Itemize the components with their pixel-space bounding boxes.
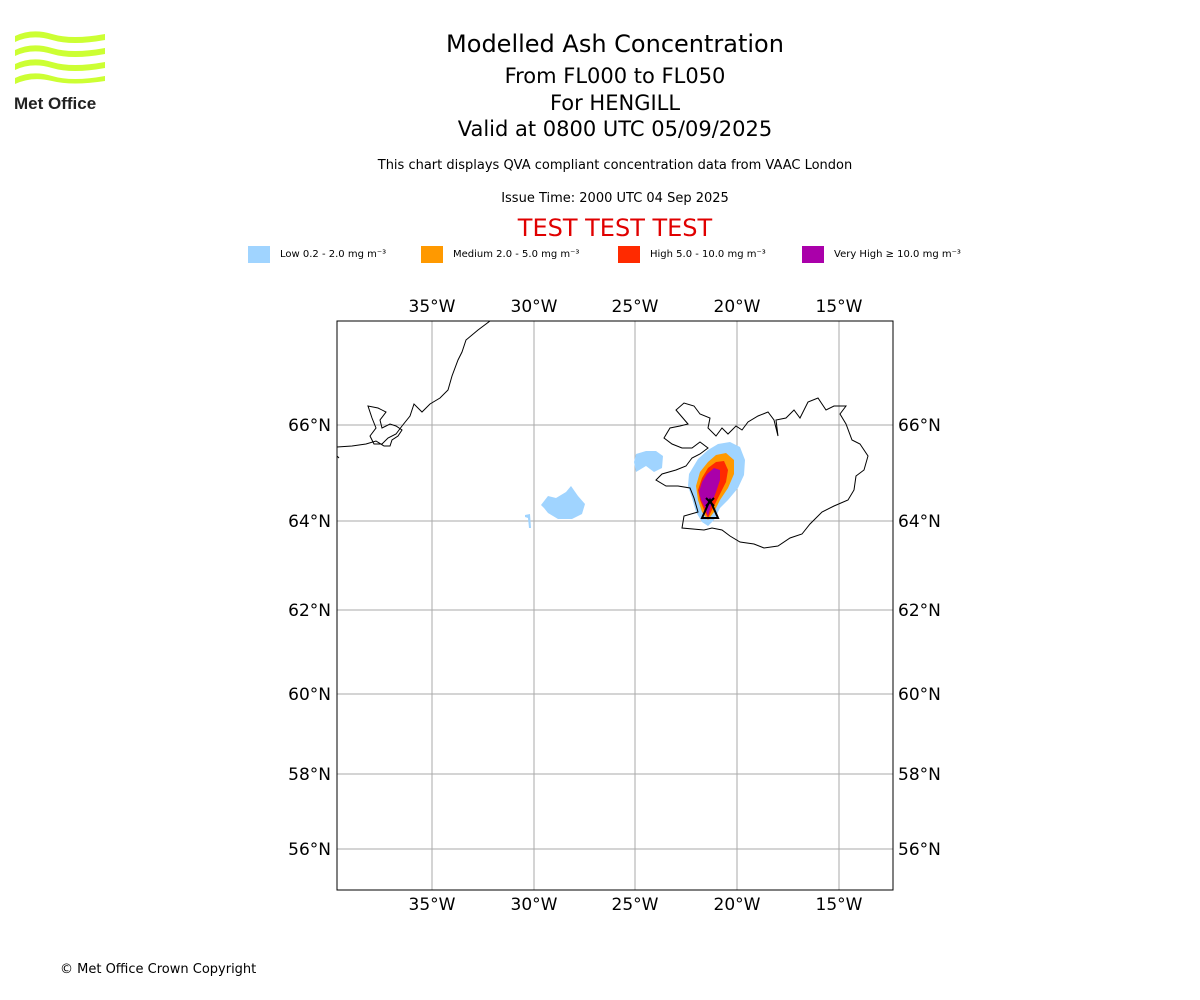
lon-label-bottom: 25°W xyxy=(612,895,659,915)
flight-level-range: From FL000 to FL050 xyxy=(504,64,726,88)
lat-label-right: 62°N xyxy=(898,601,941,621)
ash-very-high-plume xyxy=(699,468,720,516)
ash-patch-westfjords xyxy=(634,451,663,472)
legend-item-medium: Medium 2.0 - 5.0 mg m⁻³ xyxy=(421,244,579,264)
volcano-cross-2 xyxy=(705,497,715,507)
volcano-marker xyxy=(700,497,720,519)
lon-label-bottom: 20°W xyxy=(714,895,761,915)
legend-item-high: High 5.0 - 10.0 mg m⁻³ xyxy=(618,244,766,264)
legend-swatch-very-high xyxy=(802,245,824,263)
lon-label-bottom: 15°W xyxy=(816,895,863,915)
test-banner: TEST TEST TEST xyxy=(517,214,713,242)
greenland-coastline xyxy=(336,320,491,448)
issue-time: Issue Time: 2000 UTC 04 Sep 2025 xyxy=(501,191,729,206)
lat-label-right: 56°N xyxy=(898,840,941,860)
lat-labels-left: 66°N 64°N 62°N 60°N 58°N 56°N xyxy=(288,416,331,860)
lon-labels-bottom: 35°W 30°W 25°W 20°W 15°W xyxy=(409,895,863,915)
legend-item-low: Low 0.2 - 2.0 mg m⁻³ xyxy=(248,244,386,264)
lon-label-top: 35°W xyxy=(409,297,456,317)
logo-wave-1 xyxy=(15,31,105,43)
legend-label-medium: Medium 2.0 - 5.0 mg m⁻³ xyxy=(453,248,580,260)
lat-label-right: 66°N xyxy=(898,416,941,436)
lat-label-left: 66°N xyxy=(288,416,331,436)
lon-label-bottom: 35°W xyxy=(409,895,456,915)
valid-time: Valid at 0800 UTC 05/09/2025 xyxy=(457,117,773,141)
lat-label-left: 62°N xyxy=(288,601,331,621)
logo-wave-3 xyxy=(15,59,105,71)
legend-swatch-low xyxy=(248,245,270,263)
volcano-triangle xyxy=(700,497,720,519)
chart-description: This chart displays QVA compliant concen… xyxy=(377,158,853,173)
ash-patch-small xyxy=(525,514,531,528)
volcano-name: For HENGILL xyxy=(549,91,681,115)
lat-label-right: 64°N xyxy=(898,512,941,532)
lat-label-right: 60°N xyxy=(898,685,941,705)
legend-swatch-high xyxy=(618,245,640,263)
lat-label-left: 58°N xyxy=(288,765,331,785)
legend-item-very-high: Very High ≥ 10.0 mg m⁻³ xyxy=(802,244,961,264)
copyright-notice: © Met Office Crown Copyright xyxy=(60,962,257,977)
legend-label-very-high: Very High ≥ 10.0 mg m⁻³ xyxy=(834,248,961,260)
lat-label-left: 60°N xyxy=(288,685,331,705)
legend-label-low: Low 0.2 - 2.0 mg m⁻³ xyxy=(280,248,387,260)
ash-patch-west xyxy=(541,486,585,519)
lat-label-right: 58°N xyxy=(898,765,941,785)
lon-label-top: 25°W xyxy=(612,297,659,317)
logo-text: Met Office xyxy=(14,94,96,113)
legend-swatch-medium xyxy=(421,245,443,263)
logo-wave-2 xyxy=(15,45,105,57)
gridlines xyxy=(337,321,893,890)
lon-label-top: 15°W xyxy=(816,297,863,317)
legend-label-high: High 5.0 - 10.0 mg m⁻³ xyxy=(650,248,766,260)
lat-label-left: 56°N xyxy=(288,840,331,860)
met-office-logo: Met Office xyxy=(14,31,105,113)
lat-label-left: 64°N xyxy=(288,512,331,532)
lon-label-bottom: 30°W xyxy=(511,895,558,915)
lat-labels-right: 66°N 64°N 62°N 60°N 58°N 56°N xyxy=(898,416,941,860)
iceland-coastline xyxy=(655,397,869,549)
lon-label-top: 20°W xyxy=(714,297,761,317)
map-frame xyxy=(336,320,894,891)
logo-wave-4 xyxy=(15,73,105,84)
chart-title: Modelled Ash Concentration xyxy=(446,30,784,58)
lon-label-top: 30°W xyxy=(511,297,558,317)
lon-labels-top: 35°W 30°W 25°W 20°W 15°W xyxy=(409,297,863,317)
